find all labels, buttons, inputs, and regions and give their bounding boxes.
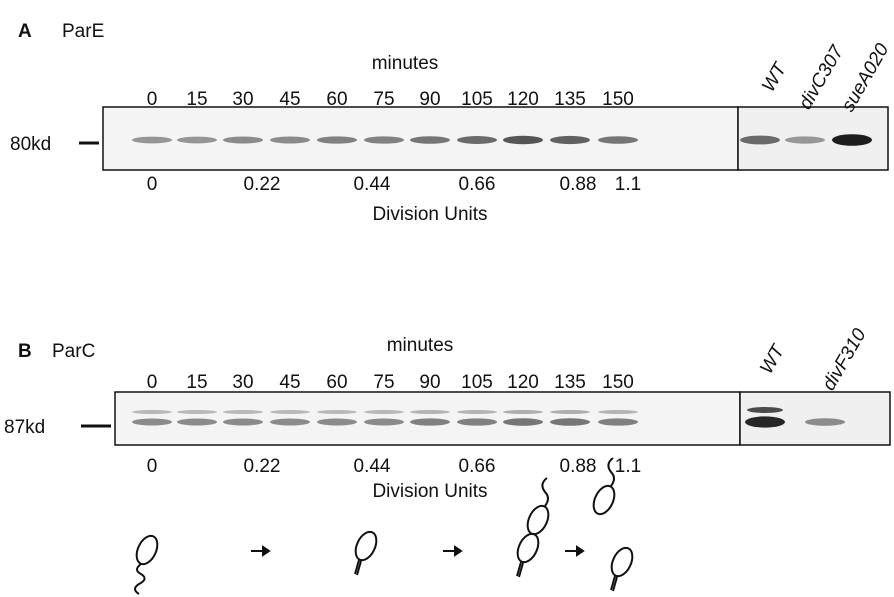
time-label: 45 — [279, 372, 300, 393]
division-unit: 1.1 — [615, 456, 641, 477]
band — [270, 418, 310, 426]
band — [503, 410, 543, 414]
band — [740, 135, 780, 145]
band — [550, 418, 590, 426]
time-label: 15 — [186, 89, 207, 110]
band — [132, 410, 172, 414]
time-label: 120 — [507, 89, 539, 110]
band — [457, 410, 497, 414]
band — [598, 418, 638, 426]
protein-name: ParE — [62, 21, 104, 42]
cell-cycle-cartoon — [134, 457, 634, 595]
time-label: 30 — [232, 372, 253, 393]
band — [132, 136, 172, 144]
division-unit: 0.88 — [560, 456, 597, 477]
panel-label: B — [18, 341, 32, 362]
band — [317, 136, 357, 144]
axis-title: minutes — [372, 53, 439, 74]
band — [364, 136, 404, 144]
band — [317, 410, 357, 414]
division-unit: 1.1 — [615, 174, 641, 195]
band — [745, 416, 785, 428]
time-label: 60 — [326, 89, 347, 110]
band — [598, 410, 638, 414]
band — [785, 136, 825, 144]
band — [832, 134, 872, 146]
band — [410, 136, 450, 144]
band — [410, 410, 450, 414]
band — [503, 418, 543, 426]
time-label: 135 — [554, 372, 586, 393]
division-unit: 0.22 — [244, 456, 281, 477]
protein-name: ParC — [52, 341, 95, 362]
band — [223, 410, 263, 414]
band — [177, 410, 217, 414]
division-unit: 0.44 — [354, 174, 391, 195]
time-label: 90 — [419, 372, 440, 393]
time-label: 0 — [147, 372, 158, 393]
band — [177, 418, 217, 426]
division-unit: 0 — [147, 174, 158, 195]
time-label: 45 — [279, 89, 300, 110]
time-label: 75 — [373, 89, 394, 110]
division-unit: 0 — [147, 456, 158, 477]
time-label: 150 — [602, 372, 634, 393]
time-label: 75 — [373, 372, 394, 393]
band — [550, 410, 590, 414]
band — [410, 418, 450, 426]
band — [364, 410, 404, 414]
division-unit: 0.66 — [459, 174, 496, 195]
size-marker: 80kd — [10, 134, 51, 155]
band — [457, 136, 497, 144]
band — [177, 136, 217, 144]
division-units-title: Division Units — [372, 481, 487, 502]
band — [364, 418, 404, 426]
panel-label: A — [18, 21, 32, 42]
time-label: 30 — [232, 89, 253, 110]
band — [457, 418, 497, 426]
division-unit: 0.22 — [244, 174, 281, 195]
band — [317, 418, 357, 426]
time-label: 90 — [419, 89, 440, 110]
time-label: 105 — [461, 372, 493, 393]
band — [132, 418, 172, 426]
band — [550, 135, 590, 145]
band — [805, 418, 845, 426]
band — [223, 136, 263, 144]
time-label: 135 — [554, 89, 586, 110]
strain-label: divF310 — [819, 325, 871, 394]
division-unit: 0.88 — [560, 174, 597, 195]
time-label: 150 — [602, 89, 634, 110]
size-marker: 87kd — [4, 417, 45, 438]
time-label: 0 — [147, 89, 158, 110]
division-units-title: Division Units — [372, 204, 487, 225]
band — [270, 410, 310, 414]
axis-title: minutes — [387, 335, 454, 356]
band — [503, 135, 543, 145]
strain-label: WT — [758, 59, 792, 96]
band — [747, 407, 783, 413]
band — [598, 136, 638, 144]
time-label: 60 — [326, 372, 347, 393]
time-label: 15 — [186, 372, 207, 393]
strain-label: WT — [756, 341, 790, 378]
division-unit: 0.44 — [354, 456, 391, 477]
strain-label: sueA020 — [838, 40, 894, 116]
band — [223, 418, 263, 426]
time-label: 120 — [507, 372, 539, 393]
division-unit: 0.66 — [459, 456, 496, 477]
band — [270, 136, 310, 144]
time-label: 105 — [461, 89, 493, 110]
